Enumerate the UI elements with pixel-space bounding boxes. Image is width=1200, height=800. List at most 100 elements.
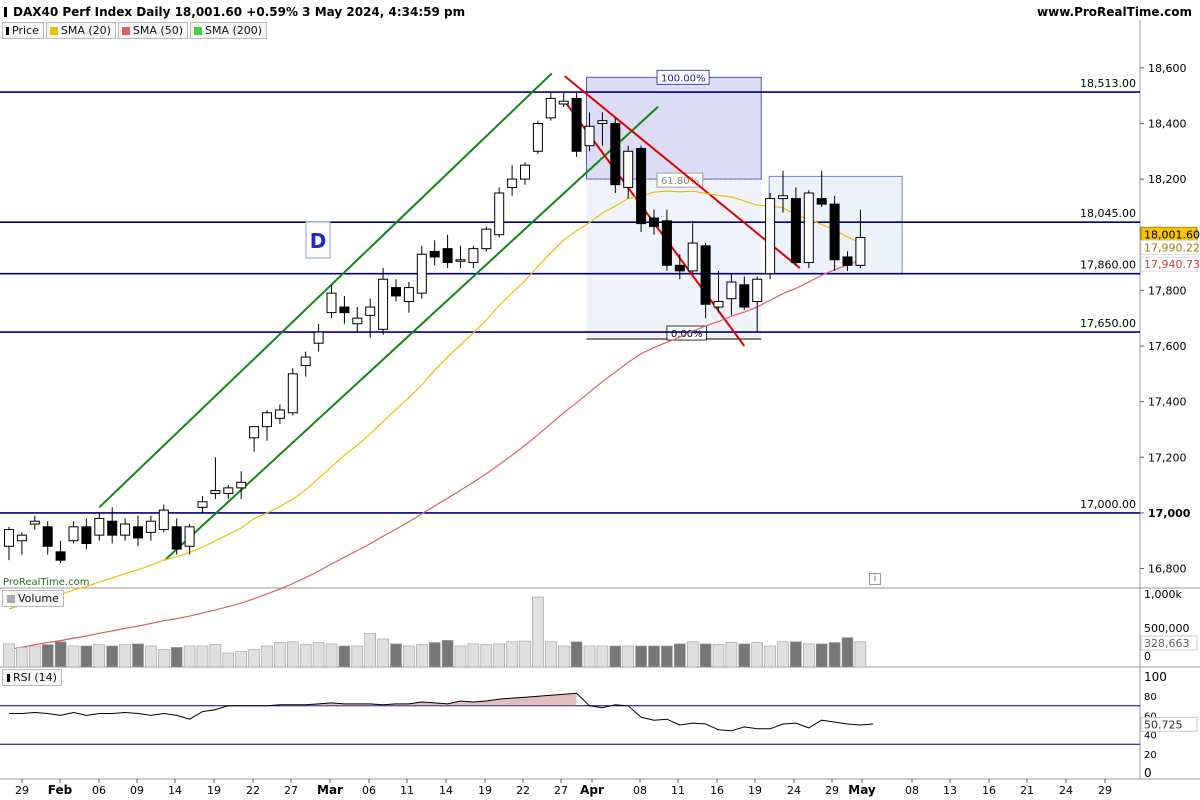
sma20-line [8,190,861,610]
volume-bar [3,643,15,668]
candle [133,515,143,547]
volume-bar [325,643,338,668]
x-tick-label: 29 [825,784,839,797]
x-tick-label: 11 [671,784,685,797]
legend-item-sma50[interactable]: SMA (50) [117,22,188,39]
site-link[interactable]: www.ProRealTime.com [1037,5,1192,19]
volume-tick-label: 500,000 [1144,622,1190,635]
candle [326,284,337,319]
candle [674,254,685,280]
volume-bar [506,641,518,668]
volume-bar [119,644,131,668]
candle [120,518,131,541]
candle [442,234,453,269]
candle [713,270,724,313]
candle [4,526,14,561]
candle [262,409,272,441]
candle [429,240,440,266]
level-label: 17,650.00 [1080,317,1136,330]
x-tick-label: 06 [92,784,106,797]
legend-item-sma20[interactable]: SMA (20) [45,22,116,39]
volume-bar [132,643,144,668]
candle [532,120,543,155]
volume-bar [635,645,647,668]
candle-body [597,120,608,124]
price-tick-label: 18,600 [1148,62,1187,75]
candle [790,187,801,266]
candle-body [274,409,285,419]
candle-body [55,551,66,561]
candle [584,112,595,152]
candle-body [455,259,466,262]
volume-bar [454,645,467,668]
last-price-tag: 18,001.60 [1144,228,1200,241]
price-tick-label: 18,400 [1148,117,1187,130]
volume-panel-label[interactable]: Volume [2,590,64,607]
candle-body [739,284,750,308]
volume-bar [415,644,428,668]
volume-bar [609,645,622,668]
candle [829,195,840,271]
candle-body [494,192,505,236]
candle-body [145,520,156,533]
price-tick-label: 17,200 [1148,451,1187,464]
candle-body [829,203,840,261]
level-label: 18,513.00 [1080,77,1136,90]
volume-bar [145,645,157,668]
candle [687,220,698,274]
candle [610,117,621,193]
rsi-last-bg [1140,716,1198,732]
volume-tick-label: 1,000k [1144,588,1182,601]
price-tick-label: 17,000 [1148,507,1191,520]
candle-body [674,264,685,272]
candle [597,112,608,146]
volume-bar [54,641,67,668]
candle-body [507,178,518,188]
candle [545,92,556,121]
volume-bar [532,596,544,668]
x-tick-label: 24 [787,784,801,797]
rsi-swatch [7,673,10,682]
volume-bar [544,641,557,668]
candle-body [326,292,337,314]
volume-bar [686,641,699,668]
x-tick-label: 09 [130,784,144,797]
volume-bar [583,645,596,668]
x-tick-label: 14 [439,784,453,797]
volume-bar [673,643,686,668]
price-tick-label: 17,600 [1148,340,1187,353]
volume-bar [428,642,441,668]
candle-body [262,412,272,428]
volume-bar [725,642,738,668]
candle [661,209,672,271]
x-tick-label: Apr [580,783,604,797]
candle-body [790,198,801,264]
legend-item-price[interactable]: Price [2,22,44,39]
candle [455,245,466,269]
price-swatch [6,26,9,35]
sma50-swatch [121,26,130,35]
candle-body [4,529,14,547]
volume-bar [815,643,828,668]
volume-bar [841,637,854,668]
candle-body [661,220,672,266]
candle [700,243,711,319]
x-tick-label: 27 [554,784,568,797]
x-tick-label: 08 [905,784,919,797]
info-icon[interactable]: i [869,573,881,585]
candle-body [623,150,634,188]
x-tick-label: 13 [943,784,957,797]
x-tick-label: 06 [362,784,376,797]
x-tick-label: 24 [1059,784,1073,797]
fib-label-61: 61.80% [661,176,699,187]
volume-bar [222,652,235,668]
channel-upper-line [98,72,553,509]
rsi-panel-label[interactable]: RSI (14) [2,669,62,686]
chart-title-text: DAX40 Perf Index Daily 18,001.60 +0.59% … [13,5,466,19]
x-tick-label: 14 [168,784,182,797]
candle-body [855,237,866,266]
volume-bar [338,645,351,668]
legend-item-sma200[interactable]: SMA (200) [190,22,268,39]
candle [403,282,414,313]
x-tick-label: 16 [982,784,996,797]
